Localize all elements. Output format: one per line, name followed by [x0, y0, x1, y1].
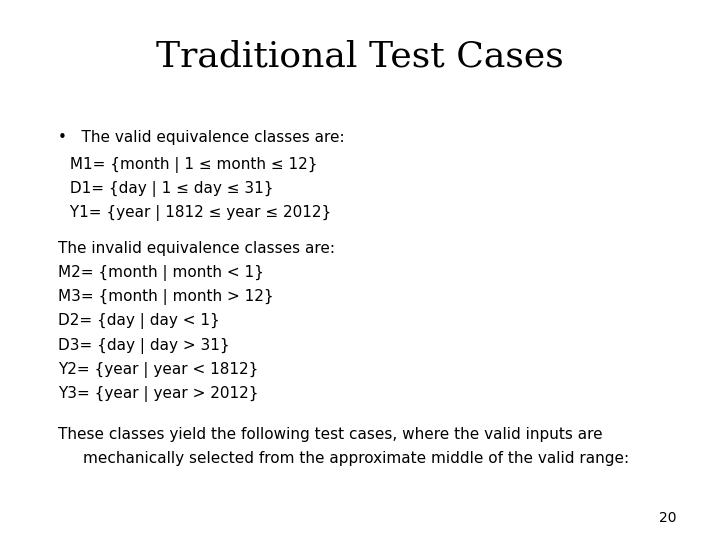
Text: Traditional Test Cases: Traditional Test Cases — [156, 40, 564, 73]
Text: D2= {day | day < 1}: D2= {day | day < 1} — [58, 313, 220, 329]
Text: 20: 20 — [660, 511, 677, 525]
Text: M2= {month | month < 1}: M2= {month | month < 1} — [58, 265, 264, 281]
Text: The invalid equivalence classes are:: The invalid equivalence classes are: — [58, 241, 335, 256]
Text: These classes yield the following test cases, where the valid inputs are: These classes yield the following test c… — [58, 427, 602, 442]
Text: Y1= {year | 1812 ≤ year ≤ 2012}: Y1= {year | 1812 ≤ year ≤ 2012} — [65, 205, 331, 221]
Text: M1= {month | 1 ≤ month ≤ 12}: M1= {month | 1 ≤ month ≤ 12} — [65, 157, 318, 173]
Text: mechanically selected from the approximate middle of the valid range:: mechanically selected from the approxima… — [83, 451, 629, 467]
Text: D3= {day | day > 31}: D3= {day | day > 31} — [58, 338, 229, 354]
Text: M3= {month | month > 12}: M3= {month | month > 12} — [58, 289, 273, 305]
Text: Y2= {year | year < 1812}: Y2= {year | year < 1812} — [58, 362, 258, 378]
Text: Y3= {year | year > 2012}: Y3= {year | year > 2012} — [58, 386, 258, 402]
Text: D1= {day | 1 ≤ day ≤ 31}: D1= {day | 1 ≤ day ≤ 31} — [65, 181, 274, 197]
Text: •   The valid equivalence classes are:: • The valid equivalence classes are: — [58, 130, 344, 145]
